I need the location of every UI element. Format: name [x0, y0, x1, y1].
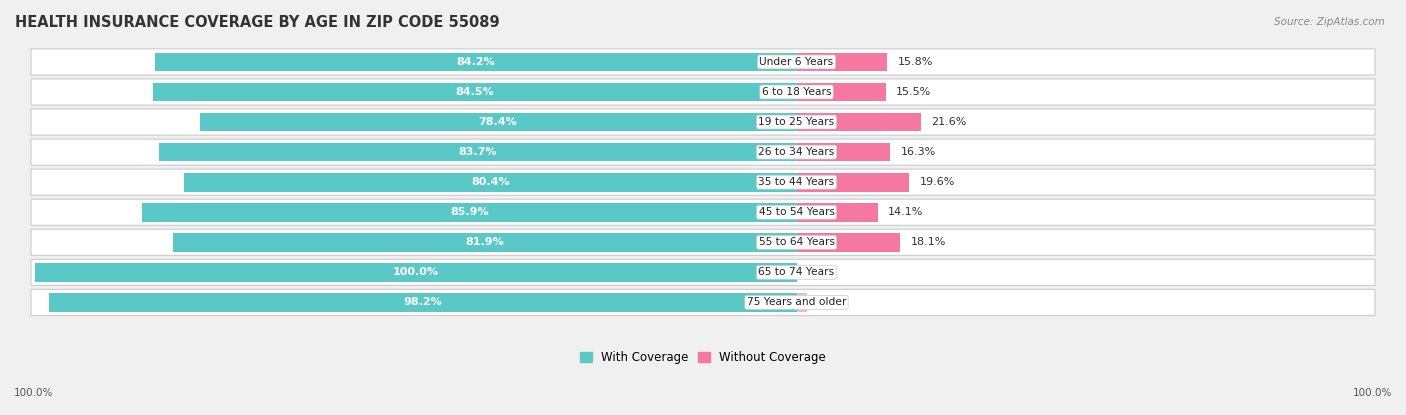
Text: 19.6%: 19.6%: [920, 177, 955, 187]
Text: 21.6%: 21.6%: [931, 117, 967, 127]
Text: 100.0%: 100.0%: [1353, 388, 1392, 398]
Text: Source: ZipAtlas.com: Source: ZipAtlas.com: [1274, 17, 1385, 27]
Bar: [797, 113, 921, 132]
Bar: [797, 83, 886, 101]
Bar: [184, 173, 797, 191]
Bar: [797, 53, 887, 71]
FancyBboxPatch shape: [31, 169, 1375, 195]
Text: 19 to 25 Years: 19 to 25 Years: [758, 117, 835, 127]
Bar: [797, 293, 807, 312]
Text: 78.4%: 78.4%: [478, 117, 517, 127]
FancyBboxPatch shape: [31, 289, 1375, 315]
FancyBboxPatch shape: [31, 199, 1375, 225]
Bar: [200, 113, 797, 132]
Text: 84.5%: 84.5%: [456, 87, 494, 97]
Text: 75 Years and older: 75 Years and older: [747, 298, 846, 308]
Text: 100.0%: 100.0%: [392, 267, 439, 277]
Bar: [153, 83, 797, 101]
Text: HEALTH INSURANCE COVERAGE BY AGE IN ZIP CODE 55089: HEALTH INSURANCE COVERAGE BY AGE IN ZIP …: [15, 15, 499, 30]
Bar: [173, 233, 797, 251]
Text: 81.9%: 81.9%: [465, 237, 505, 247]
Text: 45 to 54 Years: 45 to 54 Years: [758, 207, 835, 217]
FancyBboxPatch shape: [31, 49, 1375, 75]
Text: 55 to 64 Years: 55 to 64 Years: [758, 237, 835, 247]
Text: 6 to 18 Years: 6 to 18 Years: [762, 87, 831, 97]
Bar: [49, 293, 797, 312]
FancyBboxPatch shape: [31, 139, 1375, 165]
Text: Under 6 Years: Under 6 Years: [759, 57, 834, 67]
Text: 16.3%: 16.3%: [901, 147, 936, 157]
Text: 85.9%: 85.9%: [450, 207, 489, 217]
Text: 83.7%: 83.7%: [458, 147, 498, 157]
Text: 98.2%: 98.2%: [404, 298, 441, 308]
Bar: [159, 143, 797, 161]
Text: 0.0%: 0.0%: [807, 267, 835, 277]
FancyBboxPatch shape: [31, 259, 1375, 286]
Bar: [797, 173, 910, 191]
Text: 84.2%: 84.2%: [457, 57, 495, 67]
Text: 14.1%: 14.1%: [889, 207, 924, 217]
Text: 26 to 34 Years: 26 to 34 Years: [758, 147, 835, 157]
Text: 80.4%: 80.4%: [471, 177, 510, 187]
Text: 1.8%: 1.8%: [817, 298, 846, 308]
Bar: [797, 143, 890, 161]
Text: 65 to 74 Years: 65 to 74 Years: [758, 267, 835, 277]
Text: 15.8%: 15.8%: [898, 57, 934, 67]
FancyBboxPatch shape: [31, 229, 1375, 255]
Legend: With Coverage, Without Coverage: With Coverage, Without Coverage: [575, 346, 831, 369]
Text: 15.5%: 15.5%: [896, 87, 932, 97]
Bar: [142, 203, 797, 222]
Text: 35 to 44 Years: 35 to 44 Years: [758, 177, 835, 187]
Bar: [797, 203, 877, 222]
FancyBboxPatch shape: [31, 79, 1375, 105]
Text: 100.0%: 100.0%: [14, 388, 53, 398]
Text: 18.1%: 18.1%: [911, 237, 946, 247]
Bar: [155, 53, 797, 71]
FancyBboxPatch shape: [31, 109, 1375, 135]
Bar: [797, 233, 900, 251]
Bar: [35, 263, 797, 282]
